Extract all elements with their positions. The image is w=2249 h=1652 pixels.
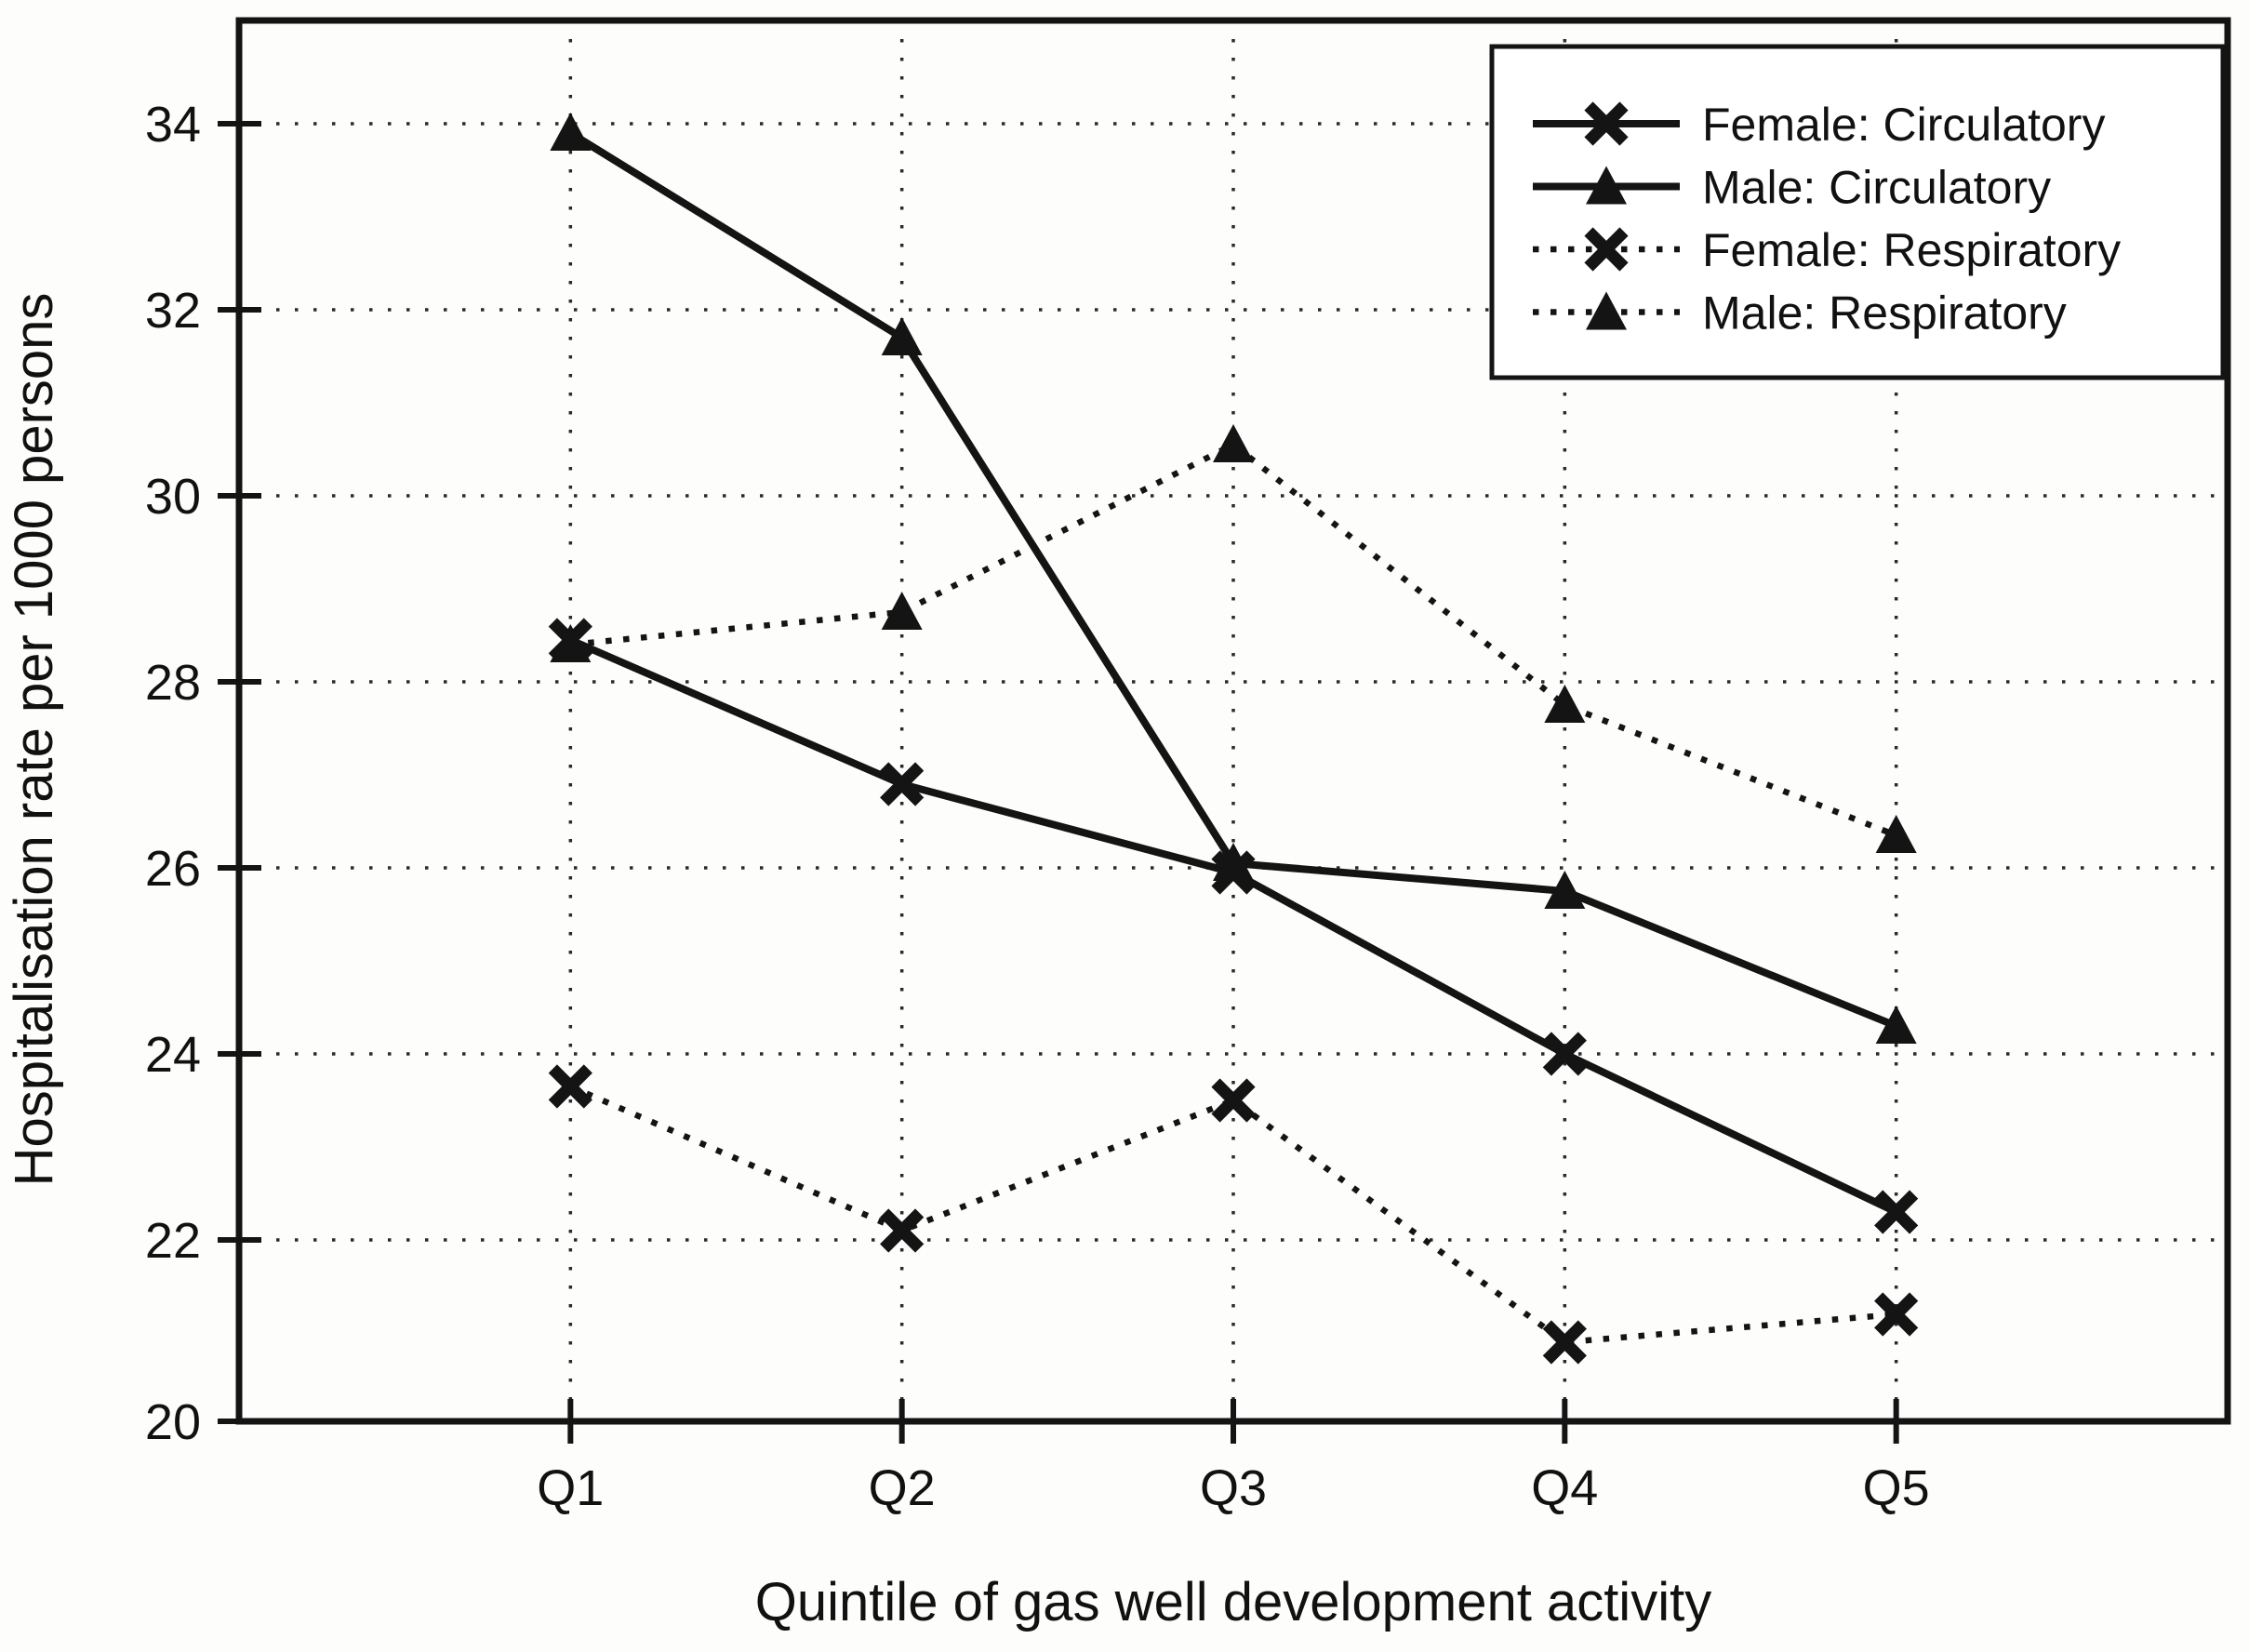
series-female-respiratory xyxy=(548,1064,1919,1365)
marker-male-circulatory-q1 xyxy=(550,113,592,151)
marker-female-circulatory-q2 xyxy=(880,762,925,806)
x-tick-label-q1: Q1 xyxy=(537,1460,604,1516)
legend: Female: Circulatory Male: Circulatory Fema… xyxy=(1489,44,2226,380)
marker-female-respiratory-q4 xyxy=(1542,1320,1587,1365)
series-line-female-circulatory xyxy=(568,636,1898,1216)
series-line-male-respiratory xyxy=(570,441,1897,839)
y-tick-label-24: 24 xyxy=(145,1027,201,1083)
marker-female-circulatory-q1 xyxy=(548,618,592,662)
marker-female-respiratory-q3 xyxy=(1211,1078,1256,1123)
tick-labels: 20 22 24 26 28 30 32 34 Q1 Q2 Q3 Q4 Q5 xyxy=(145,97,1930,1516)
legend-entry-male-respiratory: Male: Respiratory xyxy=(1533,287,2067,340)
marker-male-circulatory-q5 xyxy=(1875,1006,1917,1044)
x-tick-label-q2: Q2 xyxy=(869,1460,936,1516)
marker-female-circulatory-q4 xyxy=(1542,1032,1587,1076)
legend-entry-female-circulatory: Female: Circulatory xyxy=(1533,99,2105,151)
legend-triangle-icon xyxy=(1586,166,1627,205)
axis-ticks xyxy=(218,121,1899,1444)
series-line-female-respiratory xyxy=(569,1084,1896,1346)
marker-male-circulatory-q2 xyxy=(881,317,923,355)
marker-female-respiratory-q1 xyxy=(548,1064,592,1109)
x-tick-label-q3: Q3 xyxy=(1200,1460,1267,1516)
y-tick-label-22: 22 xyxy=(145,1213,201,1269)
y-tick-label-20: 20 xyxy=(145,1394,201,1450)
legend-label-female-circulatory: Female: Circulatory xyxy=(1702,99,2105,151)
y-tick-label-28: 28 xyxy=(145,655,201,711)
legend-entry-male-circulatory: Male: Circulatory xyxy=(1533,162,2051,214)
marker-male-respiratory-q3 xyxy=(1213,424,1254,462)
x-tick-label-q4: Q4 xyxy=(1531,1460,1598,1516)
legend-x-icon xyxy=(1584,101,1629,146)
x-tick-label-q5: Q5 xyxy=(1863,1460,1930,1516)
y-tick-label-30: 30 xyxy=(145,469,201,525)
marker-female-respiratory-q2 xyxy=(880,1208,925,1253)
y-axis-title: Hospitalisation rate per 1000 persons xyxy=(4,293,64,1187)
legend-label-male-respiratory: Male: Respiratory xyxy=(1702,287,2067,340)
marker-female-respiratory-q5 xyxy=(1874,1292,1919,1337)
legend-triangle-icon xyxy=(1586,291,1627,330)
legend-label-female-respiratory: Female: Respiratory xyxy=(1702,224,2121,276)
y-tick-label-34: 34 xyxy=(145,97,201,153)
series-female-circulatory xyxy=(548,618,1919,1234)
marker-female-circulatory-q3 xyxy=(1211,850,1256,895)
marker-male-respiratory-q5 xyxy=(1875,815,1917,853)
marker-female-circulatory-q5 xyxy=(1874,1190,1919,1234)
marker-male-respiratory-q2 xyxy=(881,592,923,630)
x-axis-title: Quintile of gas well development activit… xyxy=(755,1572,1711,1632)
y-tick-label-26: 26 xyxy=(145,841,201,897)
legend-label-male-circulatory: Male: Circulatory xyxy=(1702,162,2051,214)
marker-male-circulatory-q4 xyxy=(1544,871,1586,909)
legend-x-icon xyxy=(1584,227,1629,272)
y-tick-label-32: 32 xyxy=(145,283,201,339)
marker-male-respiratory-q4 xyxy=(1544,685,1586,723)
legend-entry-female-respiratory: Female: Respiratory xyxy=(1533,224,2121,276)
